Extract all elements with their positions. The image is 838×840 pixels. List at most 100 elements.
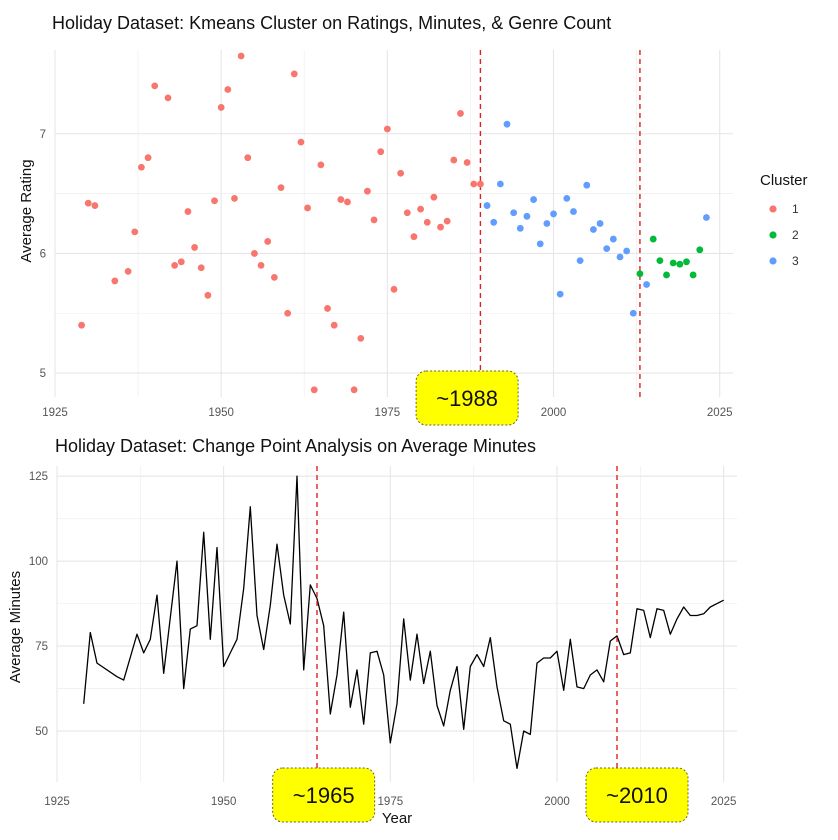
legend-label: 1	[792, 202, 799, 216]
changepoint-chart-y-ticks: 50 75 100 125	[29, 471, 48, 738]
cluster-1-point	[277, 184, 285, 192]
cluster-1-point	[304, 204, 311, 212]
cluster-1-point	[364, 187, 371, 195]
cluster-chart-grid	[54, 50, 733, 397]
cluster-1-point	[377, 148, 385, 156]
cluster-3-point	[530, 196, 537, 203]
cluster-2-point	[696, 246, 704, 254]
changepoint-chart-changepoints	[316, 466, 618, 782]
changepoint-chart-y-tick-label: 50	[35, 726, 48, 738]
cluster-1-point	[290, 70, 298, 78]
cluster-1-point	[124, 267, 132, 275]
cluster-3-point	[523, 212, 531, 220]
cluster-chart-callout-box	[415, 370, 519, 426]
cluster-3-point	[516, 224, 524, 232]
cluster-chart-callout: ~1988	[415, 370, 519, 426]
cluster-1-point	[231, 194, 238, 202]
cluster-3-point	[503, 120, 511, 128]
cluster-2-point	[676, 260, 684, 268]
legend-swatch	[769, 205, 777, 213]
cluster-3-point	[609, 235, 617, 243]
cluster-3-point	[556, 290, 564, 298]
cluster-1-point	[284, 309, 292, 317]
legend-label: 2	[792, 228, 799, 242]
cluster-1-point	[244, 154, 252, 162]
cluster-3-point	[490, 218, 498, 226]
cluster-chart-y-tick-label: 6	[40, 248, 46, 260]
changepoint-chart: Holiday Dataset: Change Point Analysis o…	[7, 436, 737, 827]
cluster-1-point	[350, 386, 358, 394]
changepoint-chart-callouts: ~1965 ~2010	[272, 767, 689, 823]
cluster-1-point	[224, 86, 232, 93]
cluster-3-point	[616, 253, 624, 261]
cluster-3-point	[483, 202, 491, 209]
cluster-3-point	[543, 220, 551, 227]
cluster-chart-x-tick-label: 2025	[707, 407, 733, 419]
changepoint-chart-x-tick-label: 2000	[544, 796, 570, 808]
changepoint-chart-callout-label: ~2010	[606, 783, 668, 808]
changepoint-chart-callout: ~1965	[272, 767, 376, 823]
cluster-3-point	[570, 208, 577, 215]
cluster-1-point	[417, 205, 424, 213]
legend-item: 3	[769, 254, 799, 268]
cluster-3-point	[629, 309, 637, 317]
cluster-1-point	[84, 199, 92, 207]
cluster-1-point	[330, 321, 338, 329]
changepoint-chart-title: Holiday Dataset: Change Point Analysis o…	[55, 436, 536, 456]
cluster-1-point	[403, 209, 411, 217]
legend-item: 2	[769, 228, 799, 242]
cluster-1-point	[164, 94, 172, 102]
cluster-1-point	[211, 197, 218, 205]
cluster-2-point	[669, 259, 677, 267]
cluster-1-point	[390, 285, 398, 293]
cluster-1-point	[337, 196, 345, 203]
legend-title: Cluster	[760, 172, 808, 189]
cluster-1-point	[264, 238, 272, 245]
changepoint-chart-callout-box	[585, 767, 689, 823]
cluster-1-point	[370, 216, 378, 224]
cluster-chart-x-tick-label: 1925	[42, 407, 68, 419]
cluster-chart-points	[78, 52, 710, 394]
cluster-1-point	[131, 228, 139, 236]
cluster-3-point	[623, 247, 631, 255]
changepoint-chart-y-tick-label: 100	[29, 556, 48, 568]
cluster-1-point	[171, 261, 179, 269]
cluster-1-point	[397, 169, 405, 177]
cluster-2-point	[689, 271, 697, 279]
cluster-1-point	[344, 198, 351, 206]
cluster-1-point	[144, 154, 152, 162]
cluster-1-point	[111, 277, 119, 285]
cluster-3-point	[643, 281, 650, 288]
cluster-1-point	[151, 82, 159, 90]
changepoint-chart-x-axis-title: Year	[382, 810, 412, 827]
cluster-1-point	[270, 273, 278, 281]
changepoint-chart-y-axis-title: Average Minutes	[7, 571, 24, 683]
cluster-chart-y-ticks: 5 6 7	[40, 129, 46, 380]
cluster-1-point	[184, 208, 192, 215]
legend-swatch	[769, 231, 777, 239]
cluster-1-point	[177, 258, 185, 266]
changepoint-chart-y-tick-label: 125	[29, 471, 48, 483]
changepoint-chart-callout-box	[272, 767, 376, 823]
cluster-1-point	[443, 217, 451, 225]
cluster-chart-x-tick-label: 1950	[208, 407, 234, 419]
cluster-3-point	[510, 209, 518, 217]
cluster-1-point	[463, 159, 471, 166]
cluster-1-point	[237, 52, 245, 60]
cluster-1-point	[191, 244, 198, 251]
cluster-3-point	[563, 194, 571, 202]
cluster-1-point	[457, 110, 464, 117]
cluster-chart-y-tick-label: 5	[40, 368, 46, 380]
changepoint-chart-x-tick-label: 1950	[211, 796, 237, 808]
changepoint-chart-line	[83, 475, 724, 770]
legend-label: 3	[792, 254, 799, 268]
changepoint-chart-x-tick-label: 1925	[44, 796, 70, 808]
legend-item: 1	[769, 202, 799, 216]
cluster-chart-x-tick-label: 1975	[375, 407, 401, 419]
cluster-1-point	[317, 161, 325, 169]
cluster-1-point	[204, 291, 212, 299]
cluster-3-point	[596, 220, 604, 227]
cluster-1-point	[91, 202, 99, 209]
cluster-3-point	[603, 245, 611, 253]
cluster-3-point	[583, 181, 591, 189]
